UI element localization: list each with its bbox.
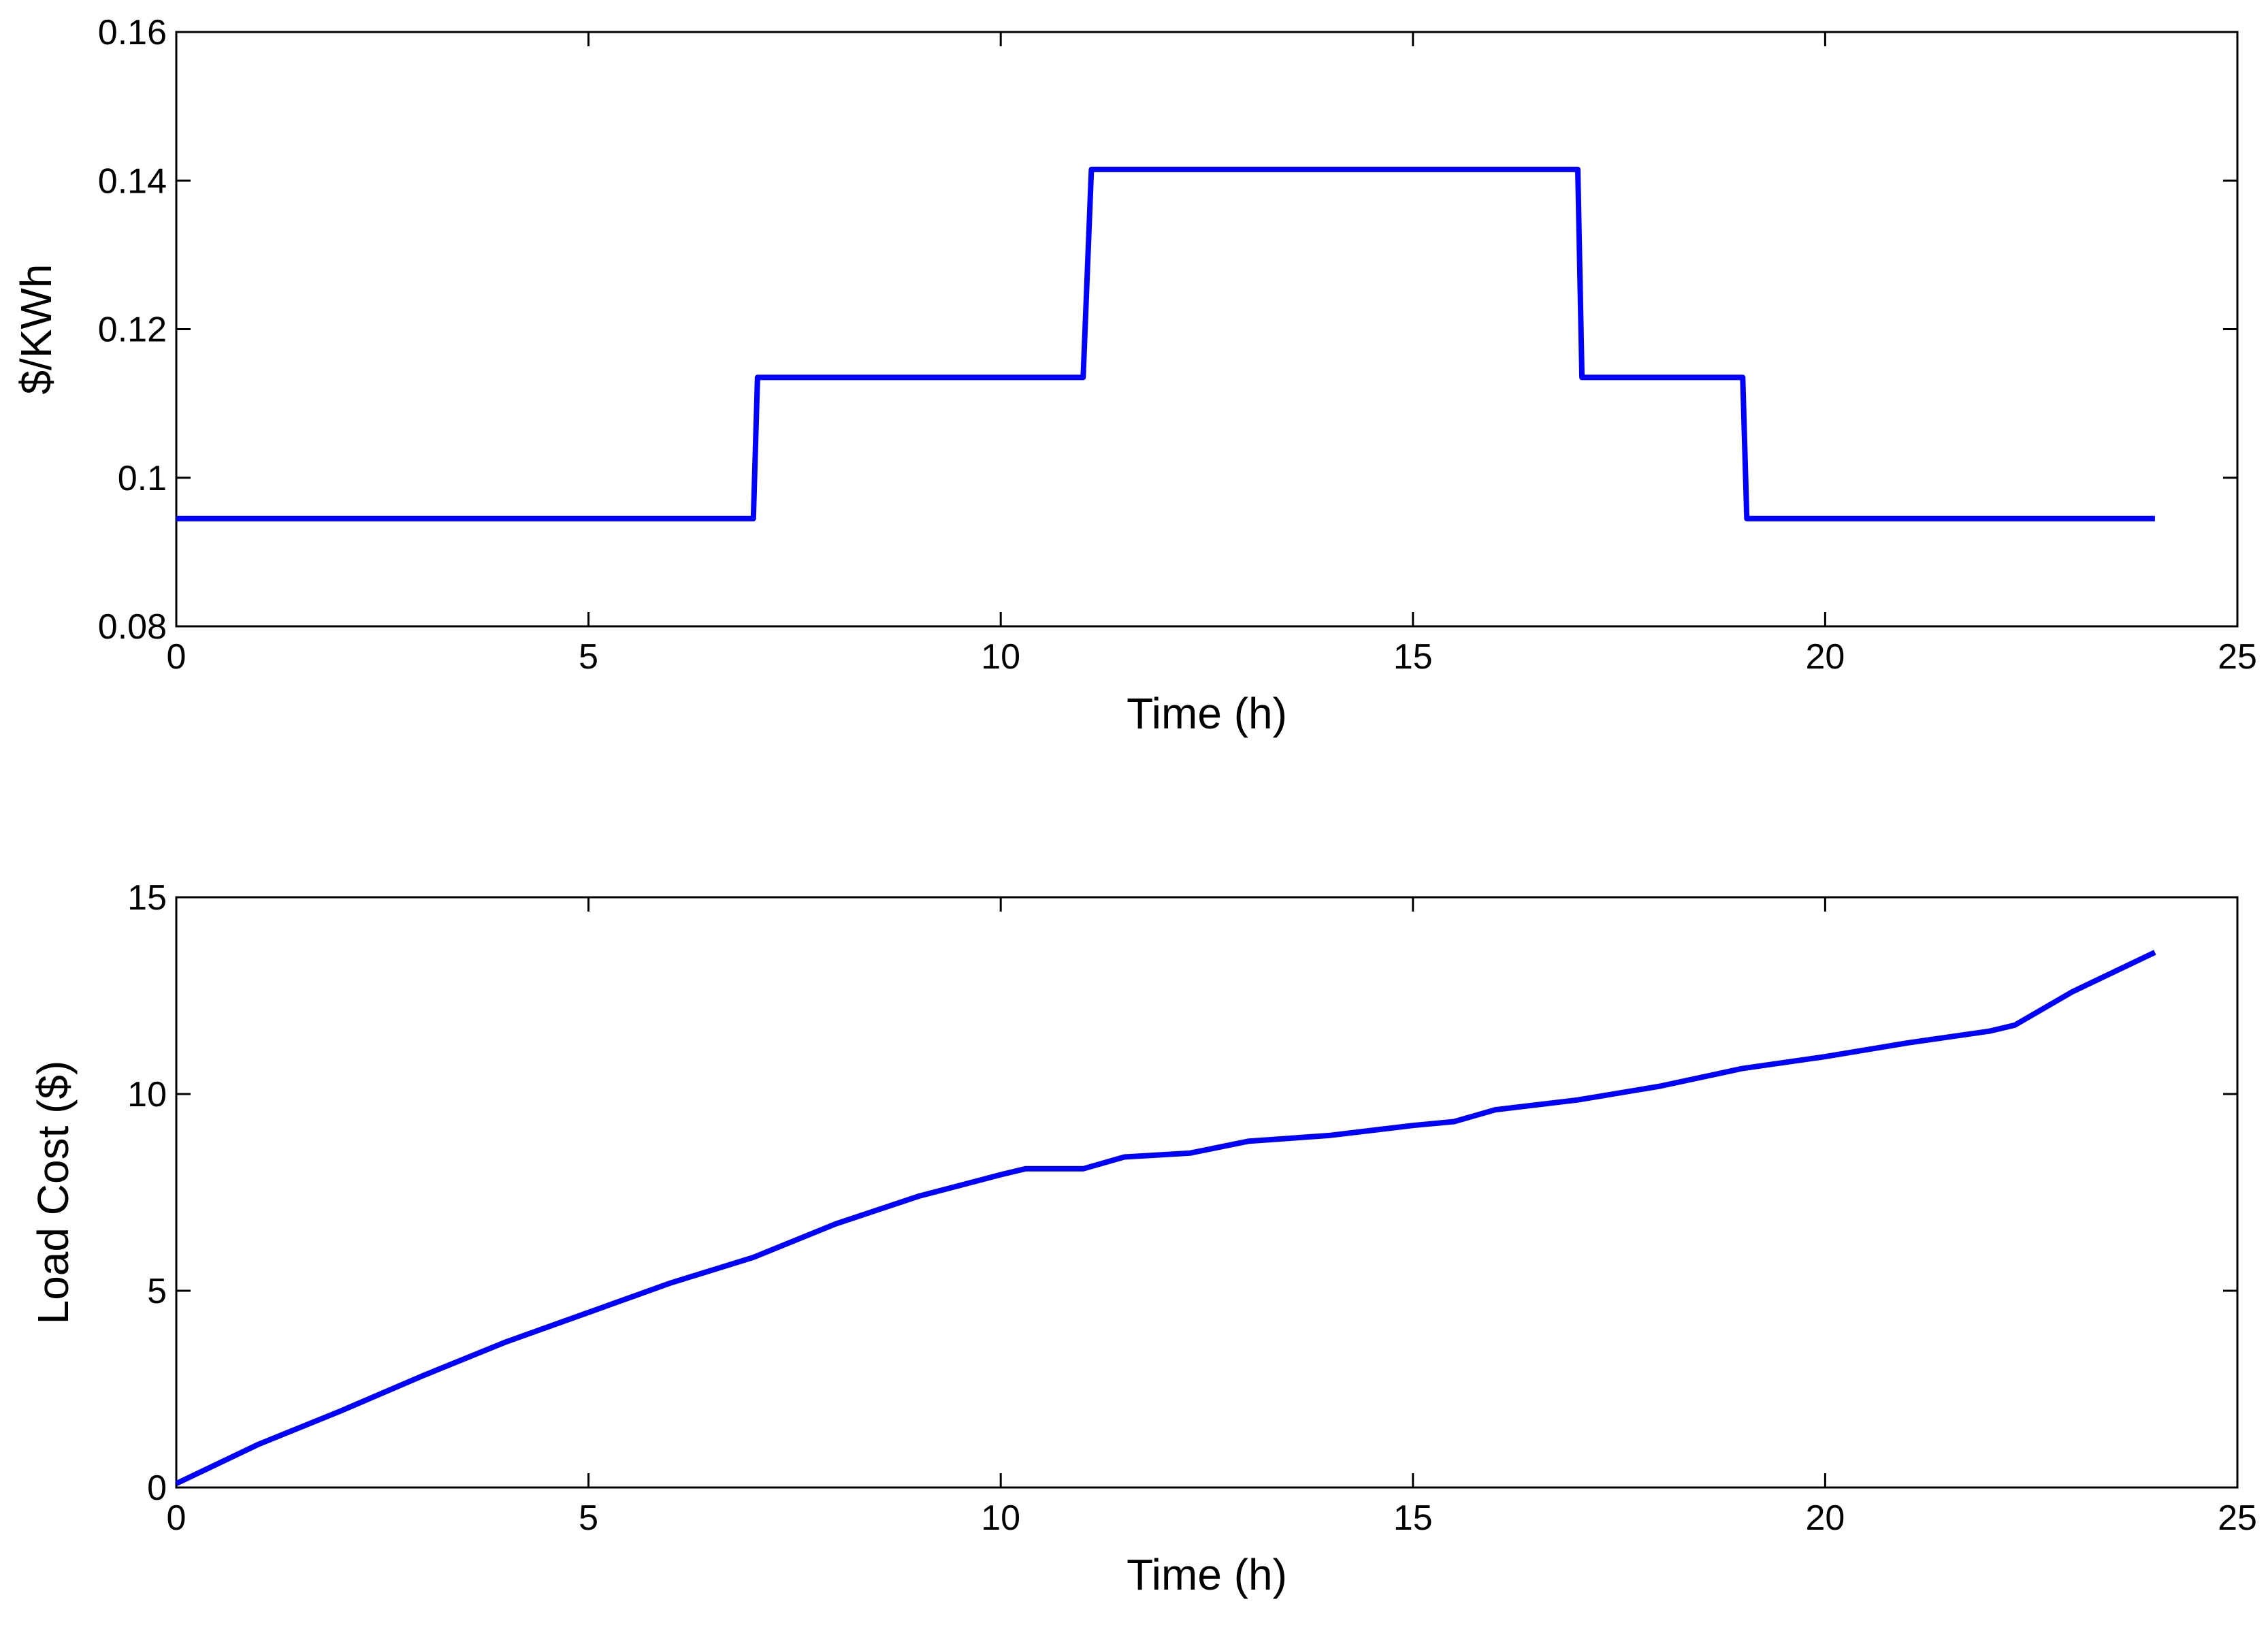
y-tick-label: 5 — [147, 1272, 167, 1311]
y-tick-label: 10 — [127, 1075, 167, 1114]
x-tick-label: 10 — [981, 1498, 1020, 1538]
plot-area — [175, 896, 2239, 1489]
y-tick-label: 0.1 — [118, 459, 167, 498]
x-tick-label: 5 — [579, 637, 598, 677]
y-axis-label: Load Cost ($) — [29, 1061, 78, 1325]
y-tick-label: 0.12 — [98, 310, 167, 350]
y-tick-label: 0.16 — [98, 13, 167, 52]
x-tick-label: 0 — [167, 637, 187, 677]
x-tick-label: 20 — [1805, 637, 1845, 677]
y-tick-label: 0.14 — [98, 161, 167, 201]
x-tick-label: 5 — [579, 1498, 598, 1538]
x-axis-label: Time (h) — [1127, 689, 1287, 738]
y-axis-label: $/KWh — [12, 263, 61, 394]
x-tick-label: 0 — [167, 1498, 187, 1538]
x-tick-label: 25 — [2218, 1498, 2257, 1538]
y-tick-label: 0.08 — [98, 607, 167, 647]
plot-area — [175, 31, 2239, 628]
x-tick-label: 15 — [1393, 637, 1433, 677]
x-tick-label: 10 — [981, 637, 1020, 677]
data-line — [175, 950, 2156, 1486]
x-tick-label: 20 — [1805, 1498, 1845, 1538]
data-line — [176, 166, 2155, 521]
y-tick-label: 0 — [147, 1468, 167, 1508]
y-tick-label: 15 — [127, 878, 167, 918]
x-tick-label: 15 — [1393, 1498, 1433, 1538]
x-axis-label: Time (h) — [1127, 1550, 1287, 1599]
x-tick-label: 25 — [2218, 637, 2257, 677]
